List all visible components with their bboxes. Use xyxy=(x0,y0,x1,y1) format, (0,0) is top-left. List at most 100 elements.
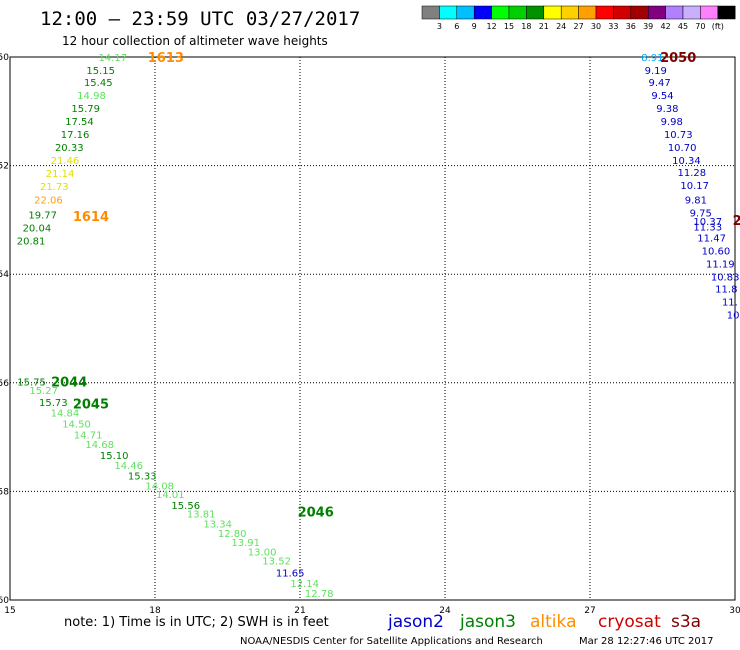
wave-height-value: 15.27 xyxy=(29,386,58,397)
wave-height-value: 11. xyxy=(722,297,738,308)
y-tick-label: -50 xyxy=(0,53,9,63)
pass-number-label: 2045 xyxy=(73,397,109,412)
wave-height-value: 9.19 xyxy=(645,66,667,77)
color-scale-label: 6 xyxy=(454,22,459,31)
color-swatch xyxy=(665,5,684,20)
wave-height-value: 10.60 xyxy=(702,246,731,257)
x-axis: 15 18 21 24 27 30 xyxy=(4,606,740,616)
legend-item-jason3: jason3 xyxy=(459,612,516,632)
wave-height-value: 14.50 xyxy=(62,420,91,431)
wave-height-value: 13.34 xyxy=(203,519,232,530)
color-swatch xyxy=(543,5,562,20)
wave-height-value: 11.65 xyxy=(276,568,305,579)
color-swatch xyxy=(526,5,545,20)
color-scale-label: 27 xyxy=(574,22,584,31)
color-scale-label: 30 xyxy=(591,22,601,31)
y-tick-label: -54 xyxy=(0,270,9,280)
wave-height-value: 15.79 xyxy=(71,104,100,115)
wave-height-value: 10.34 xyxy=(672,156,701,167)
legend-item-altika: altika xyxy=(530,612,577,632)
color-swatch xyxy=(647,5,666,20)
wave-height-value: 14.68 xyxy=(85,440,114,451)
wave-height-value: 11.47 xyxy=(697,233,726,244)
x-tick-label: 18 xyxy=(149,606,161,616)
satellite-legend: jason2 jason3 altika cryosat s3a xyxy=(387,612,701,632)
color-scale-label: 3 xyxy=(437,22,442,31)
wave-height-value: 17.54 xyxy=(65,117,94,128)
color-scale-label: 15 xyxy=(504,22,514,31)
x-tick-label: 24 xyxy=(439,606,451,616)
pass-number-label: 1613 xyxy=(148,51,184,66)
color-scale-label: (ft) xyxy=(712,22,724,31)
wave-height-value: 13.91 xyxy=(231,538,260,549)
legend-item-jason2: jason2 xyxy=(387,612,444,632)
wave-height-value: 11.28 xyxy=(677,168,706,179)
x-tick-label: 15 xyxy=(4,606,15,616)
wave-height-value: 13.00 xyxy=(248,548,277,559)
color-scale-label: 21 xyxy=(539,22,549,31)
pass-number-label: 2050 xyxy=(660,51,696,66)
wave-height-value: 11.33 xyxy=(693,222,722,233)
color-swatch xyxy=(560,5,579,20)
wave-height-value: 13.52 xyxy=(262,556,291,567)
wave-height-value: 15.10 xyxy=(100,451,129,462)
plot-frame xyxy=(9,56,736,601)
color-swatch xyxy=(439,5,458,20)
footnote: note: 1) Time is in UTC; 2) SWH is in fe… xyxy=(64,615,329,630)
grid-lines xyxy=(10,57,735,600)
wave-height-value: 9.75 xyxy=(690,208,712,219)
wave-height-value: 14.46 xyxy=(114,461,143,472)
wave-height-value: 10.17 xyxy=(680,181,709,192)
color-swatch xyxy=(682,5,701,20)
color-scale-label: 9 xyxy=(472,22,477,31)
wave-height-value: 14.01 xyxy=(156,490,185,501)
color-scale: 3 6 9 12 15 18 21 24 27 30 33 36 39 42 45 70 (ft) xyxy=(421,5,736,31)
color-scale-label: 12 xyxy=(487,22,497,31)
pass-number-label: 1614 xyxy=(73,210,109,225)
wave-height-value: 14.17 xyxy=(98,53,127,64)
legend-item-s3a: s3a xyxy=(671,612,701,632)
color-scale-label: 33 xyxy=(608,22,618,31)
wave-height-value: 20.04 xyxy=(23,224,52,235)
wave-height-value: 10.70 xyxy=(668,143,697,154)
x-tick-label: 27 xyxy=(584,606,595,616)
y-tick-label: -60 xyxy=(0,596,9,606)
wave-height-value: 11.19 xyxy=(706,259,735,270)
chart-subtitle: 12 hour collection of altimeter wave hei… xyxy=(62,34,328,48)
timestamp: Mar 28 12:27:46 UTC 2017 xyxy=(579,636,714,647)
y-tick-label: -52 xyxy=(0,162,9,172)
plot-area: -50 -52 -54 -56 -58 -60 15 18 21 24 27 30 14.17 15.… xyxy=(0,51,740,616)
wave-height-value: 21.46 xyxy=(51,156,80,167)
color-swatch xyxy=(717,5,736,20)
wave-height-value: 15.56 xyxy=(171,501,200,512)
wave-height-value: 19.77 xyxy=(28,210,57,221)
x-tick-label: 21 xyxy=(294,606,305,616)
y-axis: -50 -52 -54 -56 -58 -60 xyxy=(0,53,9,606)
wave-height-value: 9.54 xyxy=(651,91,673,102)
wave-height-value: 10 xyxy=(727,310,740,321)
y-tick-label: -58 xyxy=(0,487,9,497)
wave-height-value: 11.8 xyxy=(715,284,737,295)
wave-height-value: 22.06 xyxy=(34,195,63,206)
color-swatch xyxy=(700,5,719,20)
x-tick-label: 30 xyxy=(729,606,740,616)
color-scale-label: 39 xyxy=(643,22,653,31)
wave-height-value: 14.71 xyxy=(74,430,103,441)
color-swatch xyxy=(630,5,649,20)
color-swatch xyxy=(595,5,614,20)
wave-height-value: 9.98 xyxy=(661,117,683,128)
wave-height-value: 10.83 xyxy=(711,272,740,283)
pass-labels: 1613 1614 2044 2045 2046 2050 20 xyxy=(51,51,740,520)
color-swatch xyxy=(421,5,440,20)
wave-height-value: 12.14 xyxy=(290,579,319,590)
wave-height-value: 12.78 xyxy=(305,589,334,600)
wave-height-value: 13.81 xyxy=(187,510,216,521)
color-swatch xyxy=(491,5,510,20)
wave-height-value: 20.33 xyxy=(55,143,84,154)
wave-height-value: 12.80 xyxy=(218,529,247,540)
color-swatch xyxy=(508,5,527,20)
wave-height-value: 14.98 xyxy=(77,91,106,102)
wave-height-value: 17.16 xyxy=(61,130,90,141)
wave-height-value: 10.73 xyxy=(664,130,693,141)
